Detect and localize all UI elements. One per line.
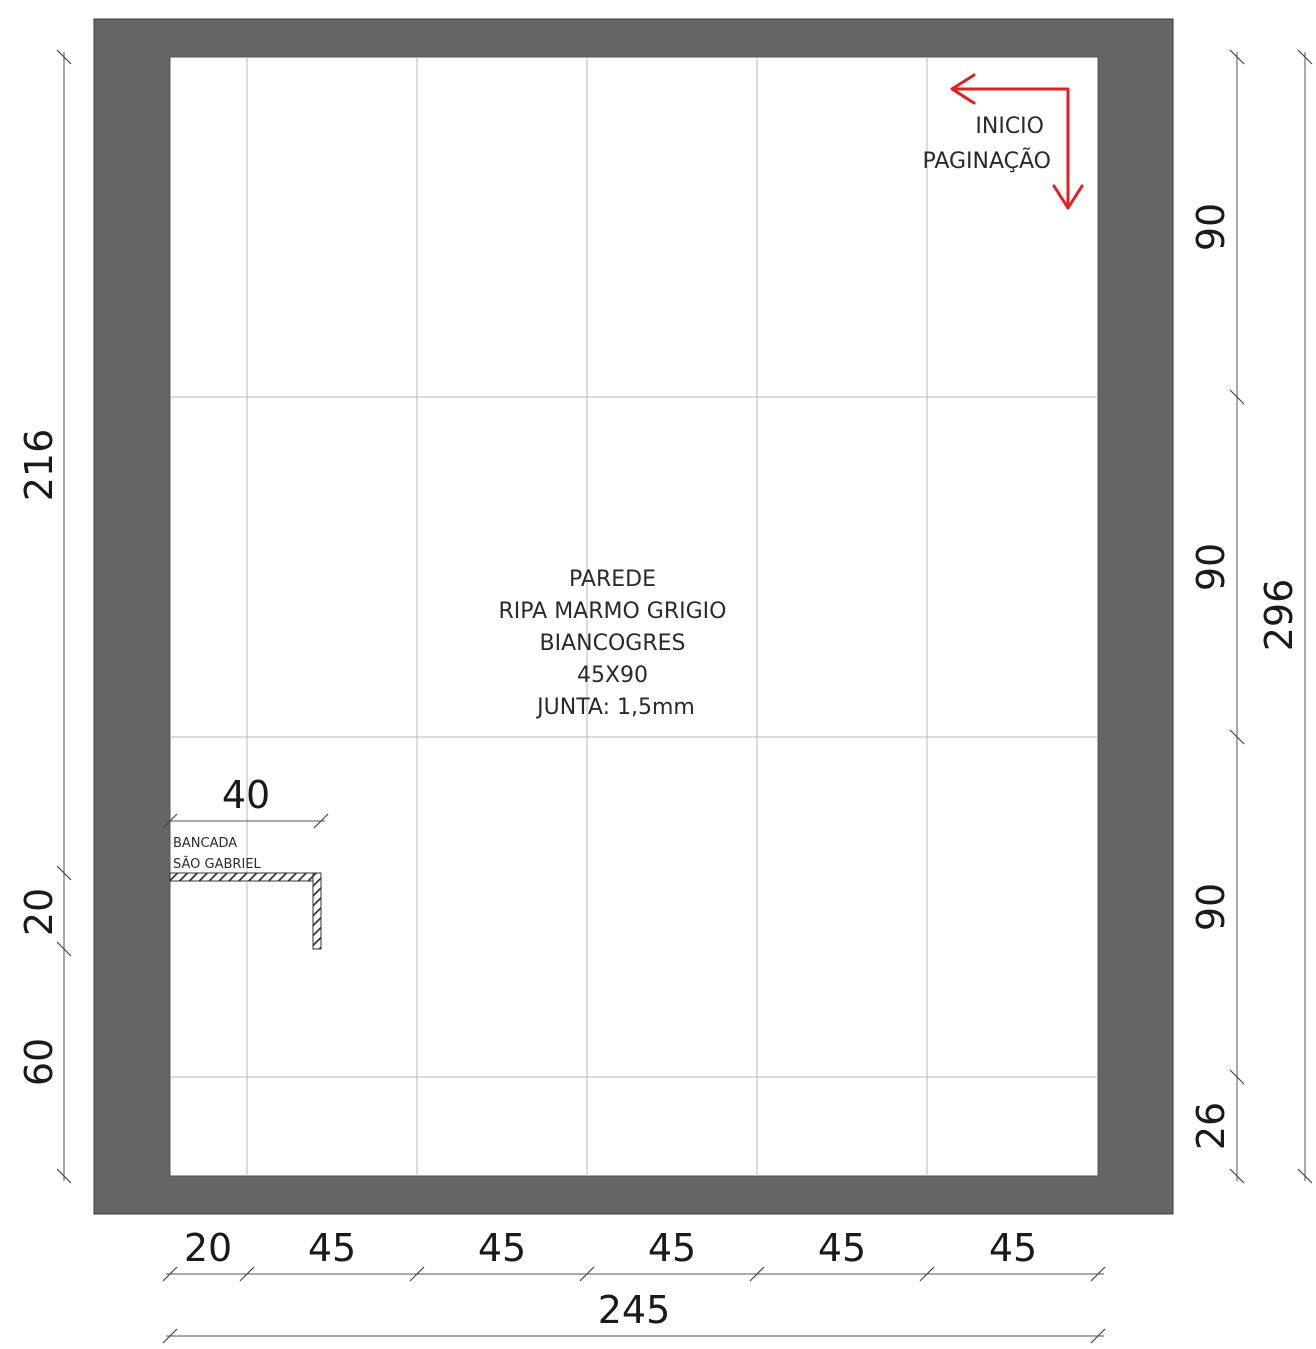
- bottom-total-dimension: 245: [162, 1288, 1106, 1344]
- bottom-segment-dimensions: 20 45 45 45 45 45: [162, 1226, 1106, 1282]
- note-line: JUNTA: 1,5mm: [535, 695, 695, 720]
- note-line: 45X90: [577, 663, 648, 688]
- segment-value: 45: [818, 1226, 866, 1270]
- dim-tick: [162, 813, 178, 829]
- dim-tick: [162, 1266, 178, 1282]
- counter-label: BANCADA SÃO GABRIEL: [173, 836, 261, 872]
- segment-value: 20: [184, 1226, 232, 1270]
- counter-horizontal-slab: [169, 872, 322, 882]
- dim-tick: [56, 49, 72, 65]
- segment-value: 45: [308, 1226, 356, 1270]
- dim-tick: [56, 941, 72, 957]
- arrow-head-left: [950, 73, 976, 105]
- dim-tick: [1229, 1168, 1245, 1184]
- right-segment-value: 90: [1189, 203, 1233, 251]
- dim-tick: [313, 813, 329, 829]
- dim-tick: [1229, 1069, 1245, 1085]
- counter-label-line: BANCADA: [173, 836, 237, 851]
- horizontal-tile-joints: [170, 396, 1098, 1078]
- dim-tick: [1090, 1328, 1106, 1344]
- dim-tick: [56, 865, 72, 881]
- counter-label-line: SÃO GABRIEL: [173, 856, 261, 872]
- dim-tick: [1229, 729, 1245, 745]
- vertical-tile-joints: [246, 57, 928, 1176]
- left-bottom-value: 60: [17, 1038, 61, 1086]
- right-segment-value: 26: [1189, 1102, 1233, 1150]
- arrow-head-down: [1052, 184, 1084, 210]
- right-total-dimension: 296: [1257, 49, 1313, 1184]
- start-label: INICIO PAGINAÇÃO: [922, 114, 1051, 174]
- note-line: PAREDE: [569, 567, 656, 592]
- right-segment-value: 90: [1189, 543, 1233, 591]
- start-direction-arrow: [950, 73, 1084, 210]
- counter-width-dimension: 40: [162, 773, 329, 829]
- dim-tick: [162, 1328, 178, 1344]
- dim-tick: [56, 1168, 72, 1184]
- right-total-value: 296: [1257, 579, 1301, 652]
- segment-value: 45: [478, 1226, 526, 1270]
- dim-tick: [749, 1266, 765, 1282]
- left-dimensions: 216 20 60: [17, 49, 72, 1184]
- dim-tick: [1229, 389, 1245, 405]
- dim-tick: [1297, 49, 1313, 65]
- right-segment-value: 90: [1189, 883, 1233, 931]
- right-segment-dimensions: 90 90 90 26: [1189, 49, 1245, 1184]
- total-width-value: 245: [598, 1288, 671, 1332]
- segment-value: 45: [989, 1226, 1037, 1270]
- counter-top: [169, 872, 322, 950]
- left-total-value: 216: [17, 429, 61, 502]
- start-label-line: INICIO: [975, 114, 1044, 139]
- counter-width-value: 40: [222, 773, 270, 817]
- counter-vertical-slab: [312, 872, 322, 950]
- left-counter-value: 20: [17, 888, 61, 936]
- note-line: RIPA MARMO GRIGIO: [499, 599, 727, 624]
- segment-value: 45: [648, 1226, 696, 1270]
- dim-tick: [1297, 1168, 1313, 1184]
- dim-tick: [409, 1266, 425, 1282]
- dim-tick: [919, 1266, 935, 1282]
- dim-tick: [1229, 49, 1245, 65]
- dim-tick: [579, 1266, 595, 1282]
- arrow-path: [950, 87, 1070, 210]
- start-label-line: PAGINAÇÃO: [922, 147, 1051, 174]
- dim-tick: [1090, 1266, 1106, 1282]
- note-line: BIANCOGRES: [540, 631, 686, 656]
- wall-material-note: PAREDE RIPA MARMO GRIGIO BIANCOGRES 45X9…: [499, 567, 734, 720]
- dim-tick: [239, 1266, 255, 1282]
- tiled-wall-area: [169, 56, 1099, 1177]
